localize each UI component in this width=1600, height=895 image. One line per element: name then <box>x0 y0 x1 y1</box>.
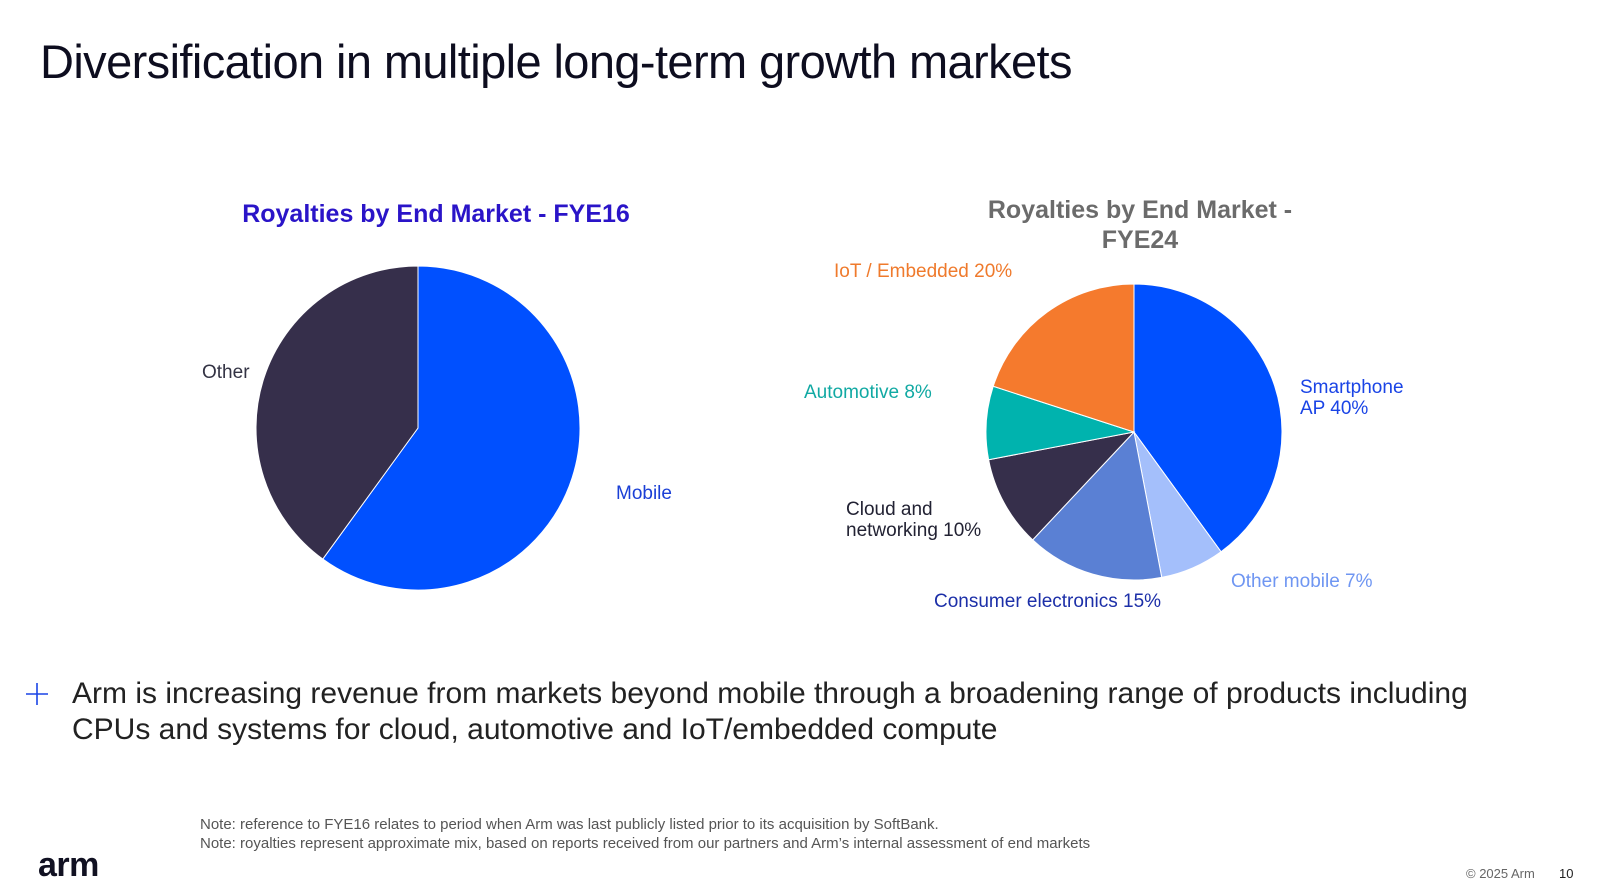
footnotes: Note: reference to FYE16 relates to peri… <box>200 815 1090 853</box>
slice-label-smartphone-ap-40: Smartphone <box>1300 377 1404 398</box>
page-number: 10 <box>1559 866 1574 881</box>
chart-title: Royalties by End Market - FYE16 <box>242 200 630 228</box>
slice-label-other-mobile-7: Other mobile 7% <box>1231 571 1373 592</box>
slice-label-other: Other <box>202 362 250 383</box>
slice-label-mobile: Mobile <box>616 483 672 504</box>
pie-slice-smartphone-ap-40 <box>1133 283 1283 553</box>
chart-title: FYE24 <box>1102 226 1179 254</box>
plus-bullet-icon <box>26 683 48 705</box>
slice-label-cloud-and-networking-10: networking 10% <box>846 520 981 541</box>
pie-slice-consumer-electronics-15 <box>1031 430 1163 581</box>
arm-logo: arm <box>38 846 99 884</box>
slice-label-automotive-8: Automotive 8% <box>804 382 932 403</box>
bullet-text: Arm is increasing revenue from markets b… <box>72 677 1468 746</box>
pie-slice-cloud-and-networking-10 <box>988 431 1136 541</box>
pie-slice-mobile <box>322 265 581 591</box>
page-title: Diversification in multiple long-term gr… <box>40 35 1072 88</box>
pie-chart-fye24: Royalties by End Market -FYE24 Smartphone… <box>804 196 1404 612</box>
pie-chart-fye16: Royalties by End Market - FYE16 Mobile Oth… <box>202 200 672 591</box>
slice-label-cloud-and-networking-10: Cloud and <box>846 499 933 520</box>
footnote-2: Note: royalties represent approximate mi… <box>200 835 1091 852</box>
pie-slice-other <box>255 265 419 560</box>
pie-slice-iot-embedded-20 <box>992 283 1135 433</box>
footnote-1: Note: reference to FYE16 relates to peri… <box>200 816 939 833</box>
copyright: © 2025 Arm <box>1466 866 1535 881</box>
chart-title: Royalties by End Market - <box>988 196 1292 224</box>
slice-label-consumer-electronics-15: Consumer electronics 15% <box>934 591 1161 612</box>
slice-label-iot-embedded-20: IoT / Embedded 20% <box>834 261 1012 282</box>
slice-label-smartphone-ap-40: AP 40% <box>1300 398 1368 419</box>
